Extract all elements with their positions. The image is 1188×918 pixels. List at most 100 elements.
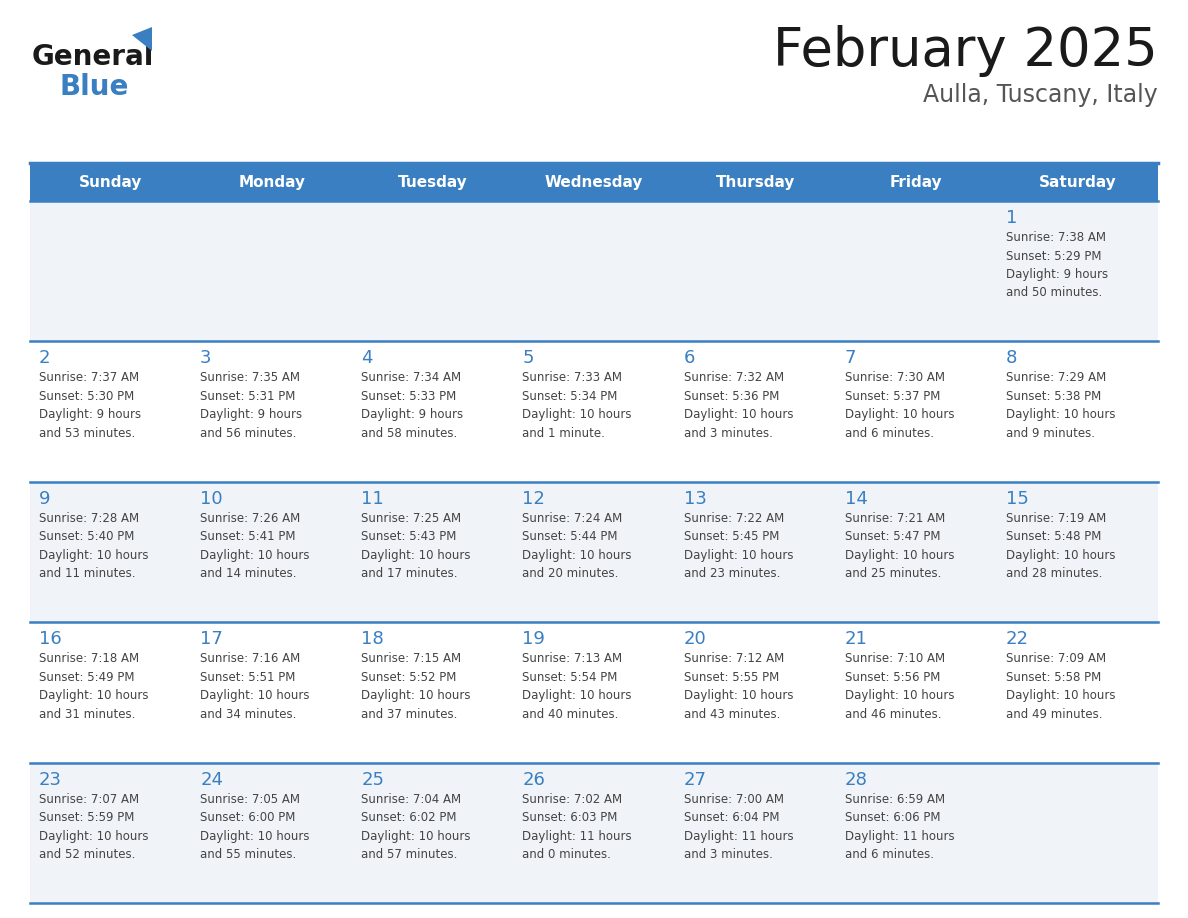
Text: 23: 23 — [39, 770, 62, 789]
Text: Sunrise: 7:29 AM
Sunset: 5:38 PM
Daylight: 10 hours
and 9 minutes.: Sunrise: 7:29 AM Sunset: 5:38 PM Dayligh… — [1006, 372, 1116, 440]
Bar — [675, 163, 835, 201]
Bar — [513, 482, 675, 622]
Bar — [835, 341, 997, 482]
Bar — [675, 482, 835, 622]
Text: Sunday: Sunday — [78, 174, 143, 189]
Text: Sunrise: 7:28 AM
Sunset: 5:40 PM
Daylight: 10 hours
and 11 minutes.: Sunrise: 7:28 AM Sunset: 5:40 PM Dayligh… — [39, 512, 148, 580]
Bar — [513, 341, 675, 482]
Text: Thursday: Thursday — [715, 174, 795, 189]
Bar — [835, 201, 997, 341]
Bar — [353, 163, 513, 201]
Bar — [513, 622, 675, 763]
Text: 22: 22 — [1006, 630, 1029, 648]
Bar — [30, 201, 191, 341]
Bar — [191, 763, 353, 903]
Text: Monday: Monday — [239, 174, 305, 189]
Bar — [997, 201, 1158, 341]
Text: Sunrise: 7:38 AM
Sunset: 5:29 PM
Daylight: 9 hours
and 50 minutes.: Sunrise: 7:38 AM Sunset: 5:29 PM Dayligh… — [1006, 231, 1108, 299]
Text: Sunrise: 7:33 AM
Sunset: 5:34 PM
Daylight: 10 hours
and 1 minute.: Sunrise: 7:33 AM Sunset: 5:34 PM Dayligh… — [523, 372, 632, 440]
Text: Sunrise: 7:16 AM
Sunset: 5:51 PM
Daylight: 10 hours
and 34 minutes.: Sunrise: 7:16 AM Sunset: 5:51 PM Dayligh… — [200, 652, 310, 721]
Text: Sunrise: 7:13 AM
Sunset: 5:54 PM
Daylight: 10 hours
and 40 minutes.: Sunrise: 7:13 AM Sunset: 5:54 PM Dayligh… — [523, 652, 632, 721]
Text: 6: 6 — [683, 350, 695, 367]
Text: 17: 17 — [200, 630, 223, 648]
Text: Sunrise: 7:00 AM
Sunset: 6:04 PM
Daylight: 11 hours
and 3 minutes.: Sunrise: 7:00 AM Sunset: 6:04 PM Dayligh… — [683, 792, 794, 861]
Text: Sunrise: 7:09 AM
Sunset: 5:58 PM
Daylight: 10 hours
and 49 minutes.: Sunrise: 7:09 AM Sunset: 5:58 PM Dayligh… — [1006, 652, 1116, 721]
Text: Sunrise: 7:26 AM
Sunset: 5:41 PM
Daylight: 10 hours
and 14 minutes.: Sunrise: 7:26 AM Sunset: 5:41 PM Dayligh… — [200, 512, 310, 580]
Polygon shape — [132, 27, 152, 51]
Bar — [997, 341, 1158, 482]
Bar — [513, 763, 675, 903]
Text: Sunrise: 7:22 AM
Sunset: 5:45 PM
Daylight: 10 hours
and 23 minutes.: Sunrise: 7:22 AM Sunset: 5:45 PM Dayligh… — [683, 512, 794, 580]
Bar — [835, 163, 997, 201]
Text: 11: 11 — [361, 490, 384, 508]
Bar — [30, 622, 191, 763]
Bar — [835, 622, 997, 763]
Bar — [30, 163, 191, 201]
Text: Wednesday: Wednesday — [545, 174, 643, 189]
Bar — [353, 763, 513, 903]
Bar — [997, 763, 1158, 903]
Bar — [997, 482, 1158, 622]
Text: 1: 1 — [1006, 209, 1017, 227]
Text: 28: 28 — [845, 770, 867, 789]
Text: Sunrise: 7:04 AM
Sunset: 6:02 PM
Daylight: 10 hours
and 57 minutes.: Sunrise: 7:04 AM Sunset: 6:02 PM Dayligh… — [361, 792, 470, 861]
Text: 27: 27 — [683, 770, 707, 789]
Text: Sunrise: 7:25 AM
Sunset: 5:43 PM
Daylight: 10 hours
and 17 minutes.: Sunrise: 7:25 AM Sunset: 5:43 PM Dayligh… — [361, 512, 470, 580]
Bar — [30, 341, 191, 482]
Bar — [835, 763, 997, 903]
Text: Sunrise: 7:18 AM
Sunset: 5:49 PM
Daylight: 10 hours
and 31 minutes.: Sunrise: 7:18 AM Sunset: 5:49 PM Dayligh… — [39, 652, 148, 721]
Bar — [513, 201, 675, 341]
Text: 19: 19 — [523, 630, 545, 648]
Bar — [997, 622, 1158, 763]
Text: Blue: Blue — [61, 73, 129, 101]
Text: 25: 25 — [361, 770, 384, 789]
Text: 10: 10 — [200, 490, 223, 508]
Text: Saturday: Saturday — [1038, 174, 1117, 189]
Bar — [835, 482, 997, 622]
Text: Sunrise: 7:24 AM
Sunset: 5:44 PM
Daylight: 10 hours
and 20 minutes.: Sunrise: 7:24 AM Sunset: 5:44 PM Dayligh… — [523, 512, 632, 580]
Text: Sunrise: 7:37 AM
Sunset: 5:30 PM
Daylight: 9 hours
and 53 minutes.: Sunrise: 7:37 AM Sunset: 5:30 PM Dayligh… — [39, 372, 141, 440]
Text: 4: 4 — [361, 350, 373, 367]
Text: Sunrise: 7:19 AM
Sunset: 5:48 PM
Daylight: 10 hours
and 28 minutes.: Sunrise: 7:19 AM Sunset: 5:48 PM Dayligh… — [1006, 512, 1116, 580]
Text: 3: 3 — [200, 350, 211, 367]
Text: 9: 9 — [39, 490, 51, 508]
Bar — [675, 763, 835, 903]
Bar — [513, 163, 675, 201]
Text: 13: 13 — [683, 490, 707, 508]
Text: 21: 21 — [845, 630, 867, 648]
Text: 2: 2 — [39, 350, 51, 367]
Bar — [675, 201, 835, 341]
Bar — [353, 201, 513, 341]
Text: Tuesday: Tuesday — [398, 174, 468, 189]
Bar — [353, 341, 513, 482]
Text: 14: 14 — [845, 490, 867, 508]
Bar — [191, 341, 353, 482]
Text: 7: 7 — [845, 350, 857, 367]
Bar — [30, 763, 191, 903]
Text: Sunrise: 7:07 AM
Sunset: 5:59 PM
Daylight: 10 hours
and 52 minutes.: Sunrise: 7:07 AM Sunset: 5:59 PM Dayligh… — [39, 792, 148, 861]
Text: 18: 18 — [361, 630, 384, 648]
Text: 5: 5 — [523, 350, 533, 367]
Bar — [191, 482, 353, 622]
Text: Sunrise: 7:12 AM
Sunset: 5:55 PM
Daylight: 10 hours
and 43 minutes.: Sunrise: 7:12 AM Sunset: 5:55 PM Dayligh… — [683, 652, 794, 721]
Text: Sunrise: 7:34 AM
Sunset: 5:33 PM
Daylight: 9 hours
and 58 minutes.: Sunrise: 7:34 AM Sunset: 5:33 PM Dayligh… — [361, 372, 463, 440]
Text: Aulla, Tuscany, Italy: Aulla, Tuscany, Italy — [923, 83, 1158, 107]
Bar — [353, 622, 513, 763]
Text: 16: 16 — [39, 630, 62, 648]
Bar — [191, 201, 353, 341]
Text: Sunrise: 7:30 AM
Sunset: 5:37 PM
Daylight: 10 hours
and 6 minutes.: Sunrise: 7:30 AM Sunset: 5:37 PM Dayligh… — [845, 372, 954, 440]
Bar — [353, 482, 513, 622]
Text: Sunrise: 7:21 AM
Sunset: 5:47 PM
Daylight: 10 hours
and 25 minutes.: Sunrise: 7:21 AM Sunset: 5:47 PM Dayligh… — [845, 512, 954, 580]
Text: Sunrise: 7:32 AM
Sunset: 5:36 PM
Daylight: 10 hours
and 3 minutes.: Sunrise: 7:32 AM Sunset: 5:36 PM Dayligh… — [683, 372, 794, 440]
Bar — [675, 341, 835, 482]
Text: 8: 8 — [1006, 350, 1017, 367]
Text: 12: 12 — [523, 490, 545, 508]
Text: Sunrise: 7:10 AM
Sunset: 5:56 PM
Daylight: 10 hours
and 46 minutes.: Sunrise: 7:10 AM Sunset: 5:56 PM Dayligh… — [845, 652, 954, 721]
Text: Friday: Friday — [890, 174, 942, 189]
Text: 26: 26 — [523, 770, 545, 789]
Bar — [191, 163, 353, 201]
Bar — [191, 622, 353, 763]
Text: Sunrise: 7:15 AM
Sunset: 5:52 PM
Daylight: 10 hours
and 37 minutes.: Sunrise: 7:15 AM Sunset: 5:52 PM Dayligh… — [361, 652, 470, 721]
Text: Sunrise: 6:59 AM
Sunset: 6:06 PM
Daylight: 11 hours
and 6 minutes.: Sunrise: 6:59 AM Sunset: 6:06 PM Dayligh… — [845, 792, 954, 861]
Bar — [997, 163, 1158, 201]
